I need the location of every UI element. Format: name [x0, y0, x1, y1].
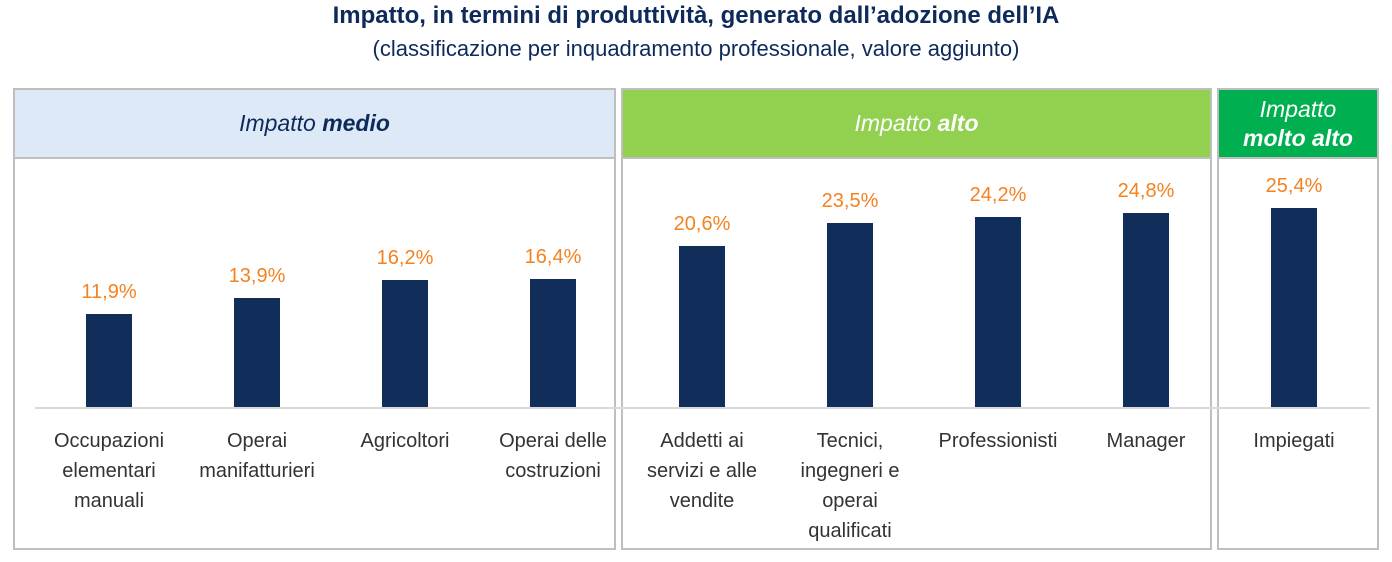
bar	[530, 278, 576, 408]
bar	[679, 245, 725, 408]
bar	[975, 217, 1021, 408]
bar	[1123, 212, 1169, 408]
data-label: 23,5%	[821, 189, 879, 212]
bar	[382, 280, 428, 408]
chart-title: Impatto, in termini di produttività, gen…	[332, 2, 1060, 29]
category-label: Occupazioni elementari manuali	[53, 430, 165, 512]
data-label: 24,2%	[969, 184, 1027, 207]
x-axis-line	[35, 407, 1370, 409]
data-label: 25,4%	[1265, 174, 1323, 197]
data-label: 11,9%	[81, 281, 137, 304]
bar	[86, 314, 132, 408]
bar	[827, 222, 873, 408]
chart-subtitle: (classificazione per inquadramento profe…	[372, 36, 1020, 61]
bar	[234, 298, 280, 408]
group-header: Impatto molto alto	[1219, 90, 1377, 159]
category-label: Tecnici, ingegneri e operai qualificati	[800, 430, 900, 542]
category-label: Agricoltori	[360, 430, 450, 452]
data-label: 13,9%	[228, 265, 286, 288]
group-header: Impatto alto	[623, 90, 1210, 159]
category-label: Professionisti	[938, 430, 1058, 452]
data-label: 24,8%	[1117, 179, 1175, 202]
group-header: Impatto medio	[15, 90, 614, 159]
group-panel: Impatto molto alto	[1217, 88, 1379, 550]
category-label: Addetti ai servizi e alle vendite	[646, 430, 758, 512]
data-label: 16,2%	[376, 247, 434, 270]
category-label: Operai manifatturieri	[199, 430, 315, 482]
category-label: Impiegati	[1253, 430, 1335, 452]
data-label: 16,4%	[524, 245, 582, 268]
category-label: Manager	[1106, 430, 1186, 452]
data-label: 20,6%	[673, 212, 731, 235]
category-label: Operai delle costruzioni	[499, 430, 607, 482]
group-panel: Impatto alto	[621, 88, 1212, 550]
bar	[1271, 207, 1317, 408]
group-panel: Impatto medio	[13, 88, 616, 550]
